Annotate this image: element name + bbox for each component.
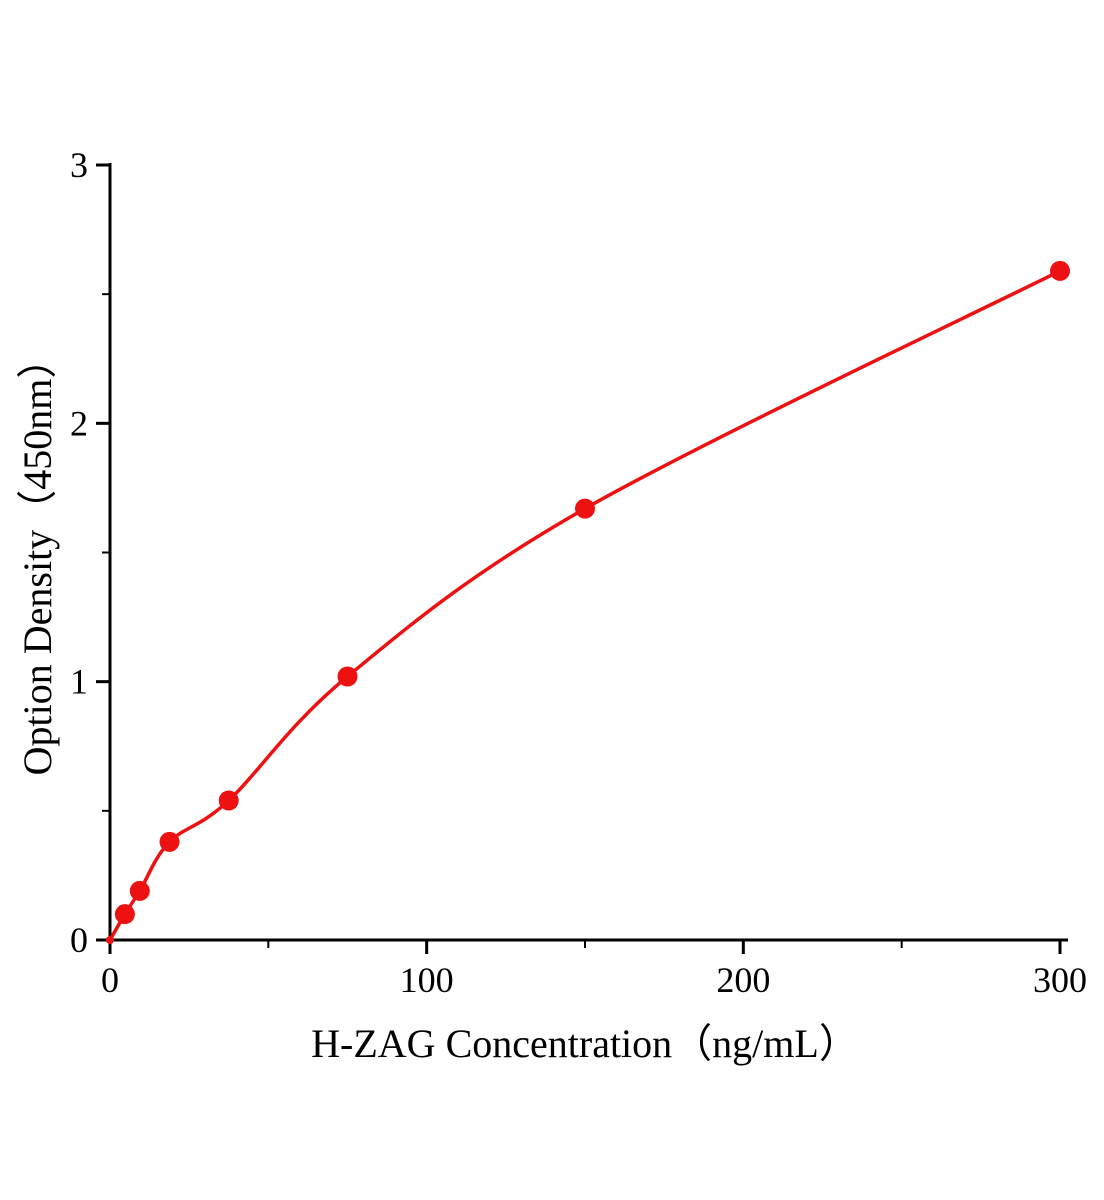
- x-axis-title: H-ZAG Concentration（ng/mL）: [311, 1021, 859, 1066]
- data-point-marker: [106, 936, 114, 944]
- x-tick-label: 0: [101, 960, 119, 1000]
- y-axis-title: Option Density（450nm）: [15, 338, 60, 776]
- data-point-marker: [114, 904, 135, 925]
- data-point-marker: [575, 498, 595, 519]
- y-tick-label: 1: [70, 662, 88, 702]
- data-point-marker: [129, 880, 150, 901]
- data-point-marker: [337, 666, 358, 687]
- data-point-marker: [218, 790, 239, 811]
- fitted-curve-path: [108, 269, 1062, 942]
- x-tick-label: 200: [716, 960, 770, 1000]
- data-point-marker: [159, 831, 180, 852]
- y-tick-label: 0: [70, 920, 88, 960]
- data-point-marker: [1050, 260, 1070, 281]
- y-tick-label: 3: [70, 145, 88, 185]
- y-tick-label: 2: [70, 403, 88, 443]
- x-tick-label: 300: [1033, 960, 1087, 1000]
- x-tick-label: 100: [400, 960, 454, 1000]
